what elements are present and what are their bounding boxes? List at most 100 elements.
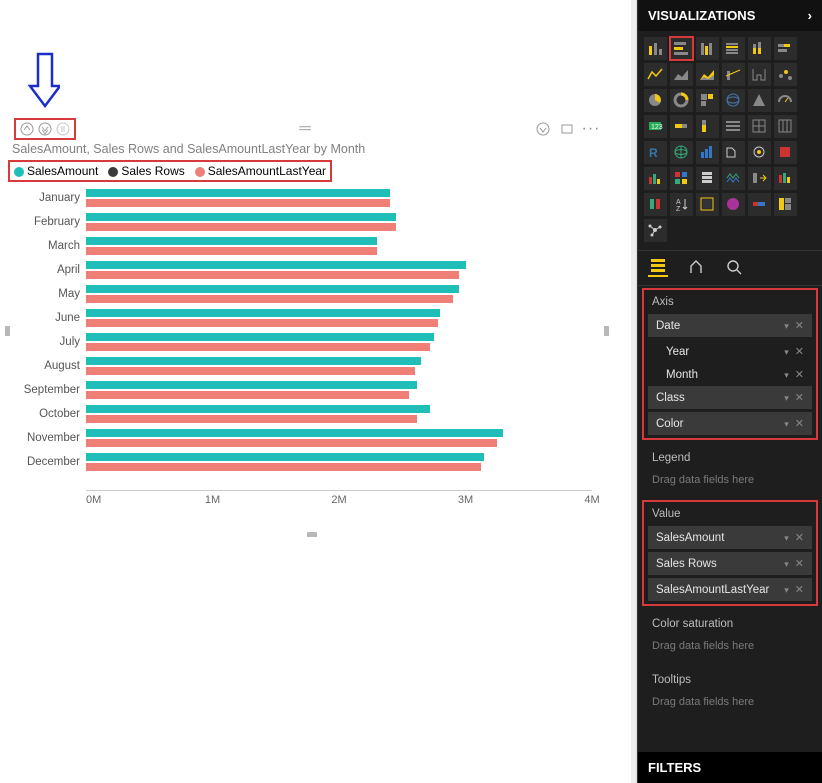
bar-lastyear[interactable] (86, 271, 459, 279)
viz-type-icon[interactable] (696, 115, 719, 138)
viz-type-icon[interactable] (722, 167, 745, 190)
viz-type-icon[interactable] (644, 89, 667, 112)
chevron-right-icon[interactable]: › (808, 8, 812, 23)
field-pill[interactable]: SalesAmount▾✕ (648, 526, 812, 549)
chevron-down-icon[interactable]: ▾ (784, 347, 789, 357)
fields-tab-icon[interactable] (648, 257, 668, 277)
viz-type-icon[interactable] (696, 89, 719, 112)
bar-lastyear[interactable] (86, 463, 481, 471)
expand-next-icon[interactable] (54, 120, 72, 138)
viz-type-icon[interactable] (748, 193, 771, 216)
bar-salesamount[interactable] (86, 333, 434, 341)
bar-salesamount[interactable] (86, 261, 466, 269)
viz-type-icon[interactable] (670, 37, 693, 60)
viz-type-icon[interactable] (644, 167, 667, 190)
viz-type-icon[interactable] (644, 219, 667, 242)
legend-item[interactable]: SalesAmount (14, 164, 98, 178)
remove-icon[interactable]: ✕ (795, 346, 804, 358)
chevron-down-icon[interactable]: ▾ (784, 370, 789, 380)
bar-lastyear[interactable] (86, 199, 390, 207)
bar-salesamount[interactable] (86, 381, 417, 389)
viz-type-icon[interactable] (774, 167, 797, 190)
field-pill[interactable]: Month▾✕ (648, 363, 812, 386)
field-pill[interactable]: SalesAmountLastYear▾✕ (648, 578, 812, 601)
tooltips-well[interactable]: TooltipsDrag data fields here (642, 666, 818, 718)
viz-type-icon[interactable] (774, 89, 797, 112)
field-pill[interactable]: Date▾✕ (648, 314, 812, 337)
bar-lastyear[interactable] (86, 439, 497, 447)
chevron-down-icon[interactable]: ▾ (784, 419, 789, 429)
viz-type-icon[interactable] (748, 89, 771, 112)
legend-item[interactable]: Sales Rows (108, 164, 184, 178)
viz-type-icon[interactable] (774, 37, 797, 60)
panel-header[interactable]: VISUALIZATIONS › (638, 0, 822, 31)
viz-type-icon[interactable] (644, 63, 667, 86)
legend-item[interactable]: SalesAmountLastYear (195, 164, 326, 178)
viz-type-icon[interactable] (670, 167, 693, 190)
value-well[interactable]: ValueSalesAmount▾✕Sales Rows▾✕SalesAmoun… (642, 500, 818, 606)
bar-salesamount[interactable] (86, 453, 484, 461)
viz-type-icon[interactable] (774, 63, 797, 86)
viz-type-icon[interactable] (748, 115, 771, 138)
viz-type-icon[interactable] (670, 63, 693, 86)
remove-icon[interactable]: ✕ (795, 532, 804, 544)
more-options-icon[interactable]: ··· (582, 120, 600, 138)
bar-salesamount[interactable] (86, 237, 377, 245)
viz-type-icon[interactable] (722, 141, 745, 164)
viz-type-icon[interactable] (644, 37, 667, 60)
chevron-down-icon[interactable]: ▾ (784, 559, 789, 569)
viz-type-icon[interactable] (722, 115, 745, 138)
bar-salesamount[interactable] (86, 405, 430, 413)
drill-toggle-icon[interactable] (534, 120, 552, 138)
field-pill[interactable]: Class▾✕ (648, 386, 812, 409)
viz-type-icon[interactable] (774, 141, 797, 164)
remove-icon[interactable]: ✕ (795, 558, 804, 570)
chevron-down-icon[interactable]: ▾ (784, 393, 789, 403)
legend-well[interactable]: LegendDrag data fields here (642, 444, 818, 496)
bar-salesamount[interactable] (86, 189, 390, 197)
viz-type-icon[interactable] (722, 63, 745, 86)
viz-type-icon[interactable] (696, 193, 719, 216)
viz-type-icon[interactable] (774, 115, 797, 138)
viz-type-icon[interactable]: R (644, 141, 667, 164)
viz-type-icon[interactable] (670, 115, 693, 138)
focus-mode-icon[interactable] (558, 120, 576, 138)
viz-type-icon[interactable] (774, 193, 797, 216)
viz-type-icon[interactable] (670, 141, 693, 164)
bar-lastyear[interactable] (86, 223, 396, 231)
viz-type-icon[interactable] (722, 37, 745, 60)
field-pill[interactable]: Year▾✕ (648, 340, 812, 363)
bar-lastyear[interactable] (86, 367, 415, 375)
analytics-tab-icon[interactable] (724, 257, 744, 277)
drill-down-all-icon[interactable] (36, 120, 54, 138)
viz-type-icon[interactable] (722, 193, 745, 216)
viz-type-icon[interactable] (696, 167, 719, 190)
remove-icon[interactable]: ✕ (795, 418, 804, 430)
axis-well[interactable]: AxisDate▾✕Year▾✕Month▾✕Class▾✕Color▾✕ (642, 288, 818, 440)
chevron-down-icon[interactable]: ▾ (784, 321, 789, 331)
drag-handle-icon[interactable]: ═ (76, 120, 534, 138)
viz-type-icon[interactable] (748, 141, 771, 164)
chevron-down-icon[interactable]: ▾ (784, 585, 789, 595)
viz-type-icon[interactable] (748, 37, 771, 60)
viz-type-icon[interactable]: 123 (644, 115, 667, 138)
bar-lastyear[interactable] (86, 295, 453, 303)
viz-type-icon[interactable] (644, 193, 667, 216)
remove-icon[interactable]: ✕ (795, 392, 804, 404)
viz-type-icon[interactable]: AZ (670, 193, 693, 216)
bar-salesamount[interactable] (86, 309, 440, 317)
bar-salesamount[interactable] (86, 357, 421, 365)
viz-type-icon[interactable] (696, 141, 719, 164)
viz-type-icon[interactable] (748, 63, 771, 86)
bar-salesamount[interactable] (86, 429, 503, 437)
field-pill[interactable]: Sales Rows▾✕ (648, 552, 812, 575)
drill-up-icon[interactable] (18, 120, 36, 138)
viz-type-icon[interactable] (722, 89, 745, 112)
chart-visual[interactable]: ═ ··· SalesAmount, Sales Rows and SalesA… (8, 118, 606, 534)
remove-icon[interactable]: ✕ (795, 584, 804, 596)
format-tab-icon[interactable] (686, 257, 706, 277)
bar-lastyear[interactable] (86, 247, 377, 255)
remove-icon[interactable]: ✕ (795, 369, 804, 381)
saturation-well[interactable]: Color saturationDrag data fields here (642, 610, 818, 662)
bar-salesamount[interactable] (86, 213, 396, 221)
